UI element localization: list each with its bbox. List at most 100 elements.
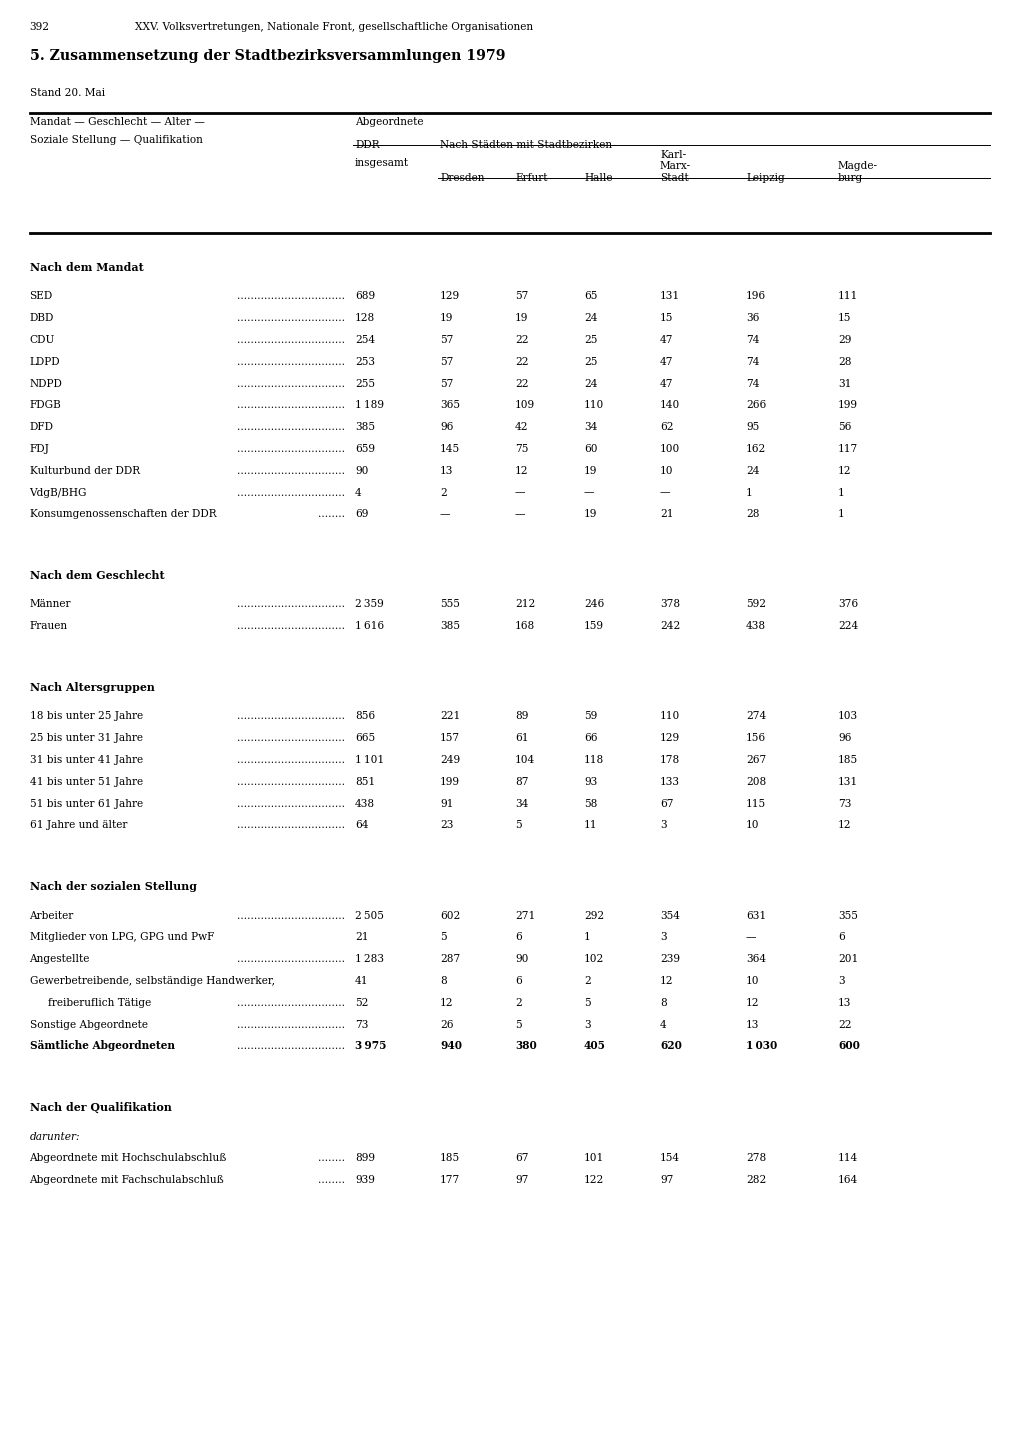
Text: 2: 2 xyxy=(515,998,522,1008)
Text: 3: 3 xyxy=(838,976,845,986)
Text: 15: 15 xyxy=(838,313,851,323)
Text: FDGB: FDGB xyxy=(30,401,61,411)
Text: 178: 178 xyxy=(660,756,680,766)
Text: 52: 52 xyxy=(355,998,369,1008)
Text: 122: 122 xyxy=(584,1175,604,1185)
Text: 118: 118 xyxy=(584,756,604,766)
Text: SED: SED xyxy=(30,291,53,301)
Text: 665: 665 xyxy=(355,733,375,743)
Text: 13: 13 xyxy=(440,466,454,476)
Text: ................................: ................................ xyxy=(237,733,345,743)
Text: 12: 12 xyxy=(515,466,528,476)
Text: 10: 10 xyxy=(660,466,674,476)
Text: 631: 631 xyxy=(746,910,766,920)
Text: 73: 73 xyxy=(355,1019,369,1030)
Text: 66: 66 xyxy=(584,733,597,743)
Text: 266: 266 xyxy=(746,401,766,411)
Text: 34: 34 xyxy=(584,423,597,433)
Text: 8: 8 xyxy=(660,998,667,1008)
Text: 899: 899 xyxy=(355,1154,375,1164)
Text: ................................: ................................ xyxy=(237,955,345,965)
Text: 221: 221 xyxy=(440,711,460,721)
Text: LDPD: LDPD xyxy=(30,356,60,366)
Text: 73: 73 xyxy=(838,799,851,809)
Text: 74: 74 xyxy=(746,379,760,388)
Text: 8: 8 xyxy=(440,976,446,986)
Text: 145: 145 xyxy=(440,444,460,454)
Text: Nach Altersgruppen: Nach Altersgruppen xyxy=(30,682,155,694)
Text: 129: 129 xyxy=(660,733,680,743)
Text: 24: 24 xyxy=(584,379,597,388)
Text: —: — xyxy=(584,487,595,497)
Text: 90: 90 xyxy=(515,955,528,965)
Text: 129: 129 xyxy=(440,291,460,301)
Text: 41: 41 xyxy=(355,976,369,986)
Text: ................................: ................................ xyxy=(237,423,345,433)
Text: 185: 185 xyxy=(838,756,858,766)
Text: 5: 5 xyxy=(515,1019,521,1030)
Text: 364: 364 xyxy=(746,955,766,965)
Text: ................................: ................................ xyxy=(237,777,345,787)
Text: 378: 378 xyxy=(660,600,680,610)
Text: 131: 131 xyxy=(660,291,680,301)
Text: 24: 24 xyxy=(746,466,760,476)
Text: —: — xyxy=(440,509,451,519)
Text: 31 bis unter 41 Jahre: 31 bis unter 41 Jahre xyxy=(30,756,142,766)
Text: 59: 59 xyxy=(584,711,597,721)
Text: ................................: ................................ xyxy=(237,466,345,476)
Text: 168: 168 xyxy=(515,622,536,632)
Text: Sonstige Abgeordnete: Sonstige Abgeordnete xyxy=(30,1019,147,1030)
Text: 3: 3 xyxy=(660,820,667,831)
Text: 5. Zusammensetzung der Stadtbezirksversammlungen 1979: 5. Zusammensetzung der Stadtbezirksversa… xyxy=(30,49,505,63)
Text: Arbeiter: Arbeiter xyxy=(30,910,74,920)
Text: 659: 659 xyxy=(355,444,375,454)
Text: 287: 287 xyxy=(440,955,460,965)
Text: 376: 376 xyxy=(838,600,858,610)
Text: 12: 12 xyxy=(838,466,852,476)
Text: 25: 25 xyxy=(584,356,597,366)
Text: ................................: ................................ xyxy=(237,1041,345,1051)
Text: DBD: DBD xyxy=(30,313,54,323)
Text: ................................: ................................ xyxy=(237,799,345,809)
Text: 114: 114 xyxy=(838,1154,858,1164)
Text: 87: 87 xyxy=(515,777,528,787)
Text: Gewerbetreibende, selbständige Handwerker,: Gewerbetreibende, selbständige Handwerke… xyxy=(30,976,274,986)
Text: 51 bis unter 61 Jahre: 51 bis unter 61 Jahre xyxy=(30,799,142,809)
Text: 856: 856 xyxy=(355,711,375,721)
Text: 438: 438 xyxy=(355,799,375,809)
Text: 851: 851 xyxy=(355,777,375,787)
Text: Nach dem Geschlecht: Nach dem Geschlecht xyxy=(30,570,164,581)
Text: ................................: ................................ xyxy=(237,756,345,766)
Text: 95: 95 xyxy=(746,423,759,433)
Text: 74: 74 xyxy=(746,356,760,366)
Text: Konsumgenossenschaften der DDR: Konsumgenossenschaften der DDR xyxy=(30,509,216,519)
Text: 2 359: 2 359 xyxy=(355,600,384,610)
Text: 96: 96 xyxy=(838,733,851,743)
Text: 5: 5 xyxy=(440,933,446,943)
Text: 131: 131 xyxy=(838,777,858,787)
Text: 97: 97 xyxy=(515,1175,528,1185)
Text: darunter:: darunter: xyxy=(30,1132,80,1142)
Text: 254: 254 xyxy=(355,335,375,345)
Text: 10: 10 xyxy=(746,976,760,986)
Text: 133: 133 xyxy=(660,777,680,787)
Text: 19: 19 xyxy=(440,313,454,323)
Text: ................................: ................................ xyxy=(237,910,345,920)
Text: 4: 4 xyxy=(660,1019,667,1030)
Text: 19: 19 xyxy=(584,509,597,519)
Text: 22: 22 xyxy=(515,335,528,345)
Text: ................................: ................................ xyxy=(237,711,345,721)
Text: 56: 56 xyxy=(838,423,851,433)
Text: 25: 25 xyxy=(584,335,597,345)
Text: XXV. Volksvertretungen, Nationale Front, gesellschaftliche Organisationen: XXV. Volksvertretungen, Nationale Front,… xyxy=(135,22,534,32)
Text: 75: 75 xyxy=(515,444,528,454)
Text: 1 030: 1 030 xyxy=(746,1040,777,1051)
Text: 22: 22 xyxy=(515,379,528,388)
Text: 104: 104 xyxy=(515,756,536,766)
Text: Stand 20. Mai: Stand 20. Mai xyxy=(30,88,104,98)
Text: 164: 164 xyxy=(838,1175,858,1185)
Text: —: — xyxy=(660,487,671,497)
Text: 154: 154 xyxy=(660,1154,680,1164)
Text: Magde-
burg: Magde- burg xyxy=(838,162,878,183)
Text: 292: 292 xyxy=(584,910,604,920)
